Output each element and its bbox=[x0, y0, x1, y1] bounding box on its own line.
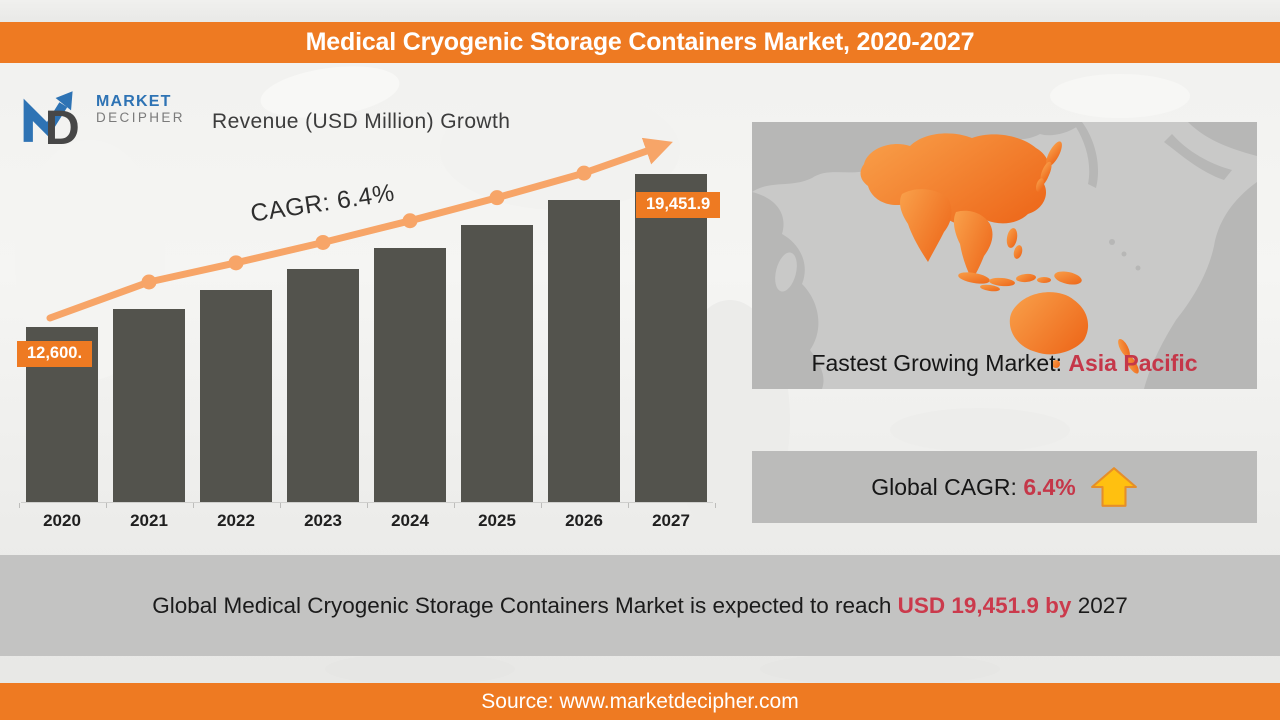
chart-title: Revenue (USD Million) Growth bbox=[212, 110, 511, 133]
x-axis-tick bbox=[280, 503, 281, 508]
up-arrow-icon bbox=[1090, 467, 1137, 507]
x-axis-label-2022: 2022 bbox=[217, 511, 255, 530]
x-axis-tick bbox=[367, 503, 368, 508]
global-cagr-text: Global CAGR: 6.4% bbox=[871, 474, 1076, 501]
x-axis-label-2021: 2021 bbox=[130, 511, 168, 530]
bar-2026 bbox=[548, 200, 620, 502]
footer-bar: Source: www.marketdecipher.com bbox=[0, 683, 1280, 720]
data-label-2020: 12,600. bbox=[17, 341, 93, 367]
cagr-annotation: CAGR: 6.4% bbox=[248, 179, 397, 228]
x-axis-label-2027: 2027 bbox=[652, 511, 690, 530]
x-axis-label-2020: 2020 bbox=[43, 511, 81, 530]
bar-2027 bbox=[635, 174, 707, 502]
bar-2025 bbox=[461, 224, 533, 502]
trend-point bbox=[489, 190, 505, 206]
asia-pacific-map bbox=[752, 122, 1257, 389]
global-cagr-value: 6.4% bbox=[1023, 473, 1076, 500]
x-axis-tick bbox=[19, 503, 20, 508]
data-label-2027: 19,451.9 bbox=[636, 192, 721, 218]
logo-md-icon: D bbox=[23, 91, 80, 155]
bar-2022 bbox=[200, 289, 272, 502]
trend-point bbox=[228, 255, 244, 271]
fastest-growing-market-caption: Fastest Growing Market: Asia Pacific bbox=[752, 350, 1257, 377]
x-axis-tick bbox=[454, 503, 455, 508]
x-axis-tick bbox=[106, 503, 107, 508]
logo-wordmark: MARKET DECIPHER bbox=[96, 93, 185, 125]
x-axis-line bbox=[21, 502, 713, 503]
trend-point bbox=[315, 234, 331, 250]
x-axis-tick bbox=[541, 503, 542, 508]
x-axis-tick bbox=[193, 503, 194, 508]
svg-text:D: D bbox=[45, 101, 80, 148]
logo-market-text: MARKET bbox=[96, 93, 172, 110]
logo-decipher-text: DECIPHER bbox=[96, 109, 185, 125]
source-text: Source: www.marketdecipher.com bbox=[481, 689, 799, 713]
top-strip bbox=[0, 0, 1280, 22]
caption-prefix: Fastest Growing Market: bbox=[811, 350, 1069, 376]
x-axis-tick bbox=[628, 503, 629, 508]
trend-point bbox=[576, 165, 592, 181]
summary-band: Global Medical Cryogenic Storage Contain… bbox=[0, 555, 1280, 656]
market-decipher-logo: D MARKET DECIPHER bbox=[14, 82, 244, 155]
summary-prefix: Global Medical Cryogenic Storage Contain… bbox=[152, 592, 898, 618]
fastest-growing-market-panel: Fastest Growing Market: Asia Pacific bbox=[752, 122, 1257, 389]
x-axis-label-2023: 2023 bbox=[304, 511, 342, 530]
map-asia-pacific-region bbox=[860, 133, 1139, 374]
trend-point bbox=[141, 274, 157, 290]
x-axis-label-2024: 2024 bbox=[391, 511, 429, 530]
trend-point bbox=[402, 213, 418, 229]
bar-2024 bbox=[374, 247, 446, 502]
page-title: Medical Cryogenic Storage Containers Mar… bbox=[305, 28, 975, 56]
global-cagr-label: Global CAGR: bbox=[871, 473, 1024, 500]
summary-text: Global Medical Cryogenic Storage Contain… bbox=[152, 593, 1128, 619]
summary-suffix: 2027 bbox=[1071, 592, 1128, 618]
bar-2023 bbox=[287, 269, 359, 502]
summary-highlight: USD 19,451.9 by bbox=[897, 592, 1072, 618]
x-axis-label-2025: 2025 bbox=[478, 511, 516, 530]
map-caspian-sea bbox=[775, 252, 797, 292]
x-axis-tick bbox=[715, 503, 716, 508]
caption-highlight: Asia Pacific bbox=[1068, 350, 1198, 376]
global-cagr-panel: Global CAGR: 6.4% bbox=[752, 451, 1257, 523]
header-bar: Medical Cryogenic Storage Containers Mar… bbox=[0, 22, 1280, 63]
bar-2021 bbox=[113, 309, 185, 502]
x-axis-label-2026: 2026 bbox=[565, 511, 603, 530]
